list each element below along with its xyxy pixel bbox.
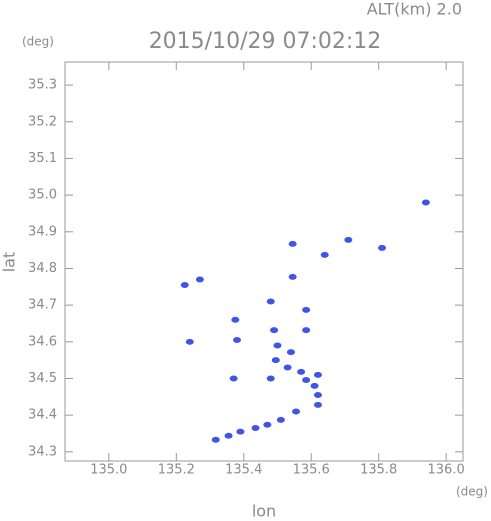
echo-point [266,375,275,382]
y-tick-label: 34.8 [28,261,57,276]
y-tick-label: 34.3 [28,444,57,459]
y-tick-label: 35.0 [28,188,57,203]
echo-point [297,368,306,375]
echo-point [302,306,311,313]
x-tick-label: 135.2 [158,463,195,478]
y-tick-label: 35.1 [28,151,57,166]
echo-point [224,432,233,439]
echo-point [344,236,353,243]
y-tick-label: 34.4 [28,408,57,423]
header: ALT(km) 2.0 [367,0,462,19]
echo-point [185,338,194,345]
y-axis-label: lat [0,252,19,273]
echo-point [271,357,280,364]
echo-point [211,436,220,443]
echo-point [292,408,301,415]
echo-point [302,327,311,334]
echo-point [236,428,245,435]
y-unit: (deg) [22,35,54,49]
echo-point [378,244,387,251]
plot-frame [64,61,464,462]
echo-point [180,281,189,288]
x-tick-label: 136.0 [428,463,465,478]
x-tick-label: 135.6 [293,463,330,478]
x-tick-label: 135.4 [225,463,262,478]
x-unit: (deg) [456,485,488,499]
echo-point [233,336,242,343]
x-tick-label: 135.0 [90,463,127,478]
echo-point [286,349,295,356]
echo-point [313,401,322,408]
echo-point [229,375,238,382]
echo-point [231,316,240,323]
echo-point [263,421,272,428]
echo-point [313,391,322,398]
y-tick-label: 34.7 [28,298,57,313]
echo-point [266,298,275,305]
y-tick-label: 35.3 [28,78,57,93]
echo-point [288,273,297,280]
echo-point [310,382,319,389]
x-axis-label: lon [252,502,276,521]
y-tick-label: 35.2 [28,114,57,129]
echo-point [421,199,430,206]
y-tick-label: 34.5 [28,371,57,386]
echo-point [320,251,329,258]
echo-point [283,364,292,371]
echo-point [302,376,311,383]
echo-point [313,371,322,378]
echo-point [273,342,282,349]
echo-point [251,424,260,431]
echo-point [270,327,279,334]
x-tick-label: 135.8 [360,463,397,478]
echo-point [288,240,297,247]
echo-point [276,416,285,423]
y-tick-label: 34.9 [28,224,57,239]
y-tick-label: 34.6 [28,334,57,349]
echo-point [195,276,204,283]
chart-title: 2015/10/29 07:02:12 [149,29,382,54]
